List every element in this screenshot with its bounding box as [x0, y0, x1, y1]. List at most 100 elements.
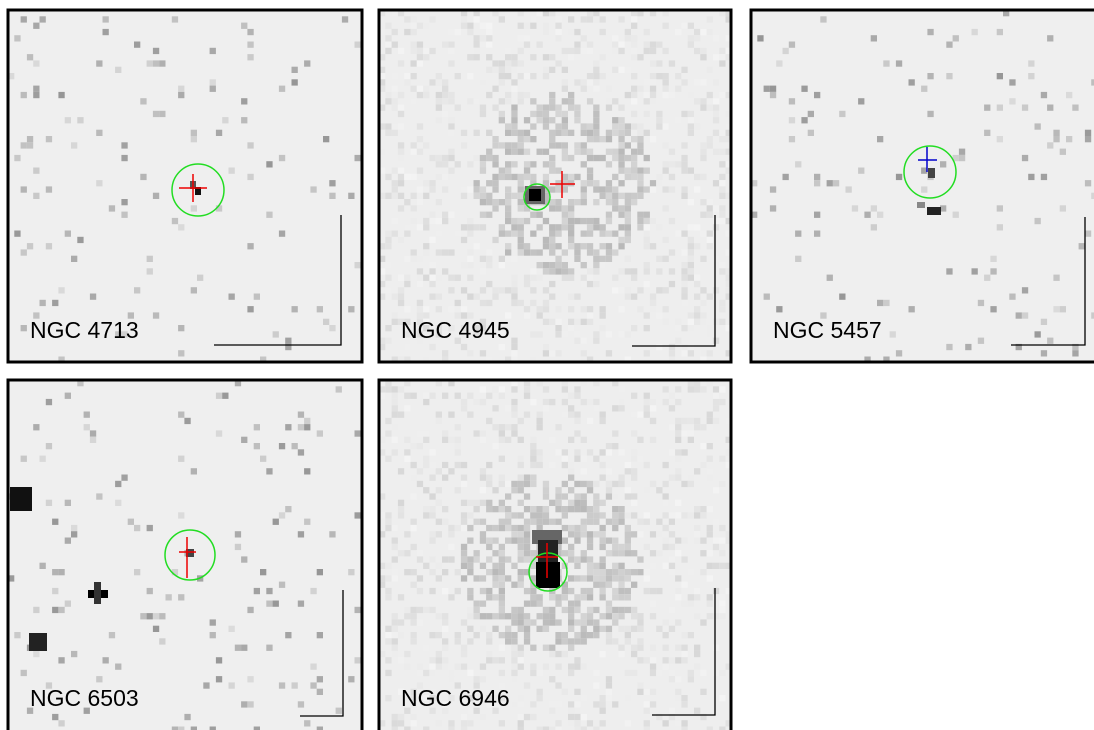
pixel	[581, 275, 587, 281]
pixel	[474, 193, 480, 199]
pixel	[700, 199, 706, 205]
pixel	[442, 619, 448, 625]
pixel	[877, 136, 883, 142]
pixel	[631, 86, 637, 92]
pixel	[675, 645, 681, 651]
pixel	[555, 186, 561, 192]
pixel	[681, 582, 687, 588]
pixel	[675, 456, 681, 462]
pixel	[694, 664, 700, 670]
pixel	[467, 638, 473, 644]
pixel	[650, 48, 656, 54]
pixel	[442, 161, 448, 167]
pixel	[719, 218, 725, 224]
pixel	[499, 607, 505, 613]
pixel	[663, 664, 669, 670]
pixel	[467, 412, 473, 418]
pixel	[637, 142, 643, 148]
pixel	[436, 563, 442, 569]
pixel	[631, 174, 637, 180]
pixel	[537, 601, 543, 607]
pixel	[694, 224, 700, 230]
pixel	[656, 626, 662, 632]
pixel	[593, 519, 599, 525]
pixel	[675, 386, 681, 392]
pixel	[442, 350, 448, 356]
pixel	[385, 123, 391, 129]
pixel	[537, 449, 543, 455]
pixel	[455, 29, 461, 35]
pixel	[688, 569, 694, 575]
pixel	[71, 531, 77, 537]
pixel	[593, 481, 599, 487]
pixel	[644, 405, 650, 411]
pixel	[625, 92, 631, 98]
pixel	[385, 193, 391, 199]
pixel	[524, 312, 530, 318]
pixel	[530, 708, 536, 714]
pixel	[310, 664, 316, 670]
pixel	[675, 550, 681, 556]
pixel	[612, 249, 618, 255]
pixel	[757, 35, 763, 41]
pixel	[524, 161, 530, 167]
pixel	[486, 300, 492, 306]
pixel	[385, 48, 391, 54]
pixel	[417, 619, 423, 625]
pixel	[795, 256, 801, 262]
pixel	[669, 569, 675, 575]
pixel	[562, 632, 568, 638]
pixel	[593, 86, 599, 92]
pixel	[530, 619, 536, 625]
pixel	[511, 105, 517, 111]
pixel	[505, 287, 511, 293]
pixel	[625, 462, 631, 468]
pixel	[103, 16, 109, 22]
pixel	[505, 525, 511, 531]
pixel	[442, 664, 448, 670]
pixel	[191, 468, 197, 474]
pixel	[398, 657, 404, 663]
pixel	[618, 506, 624, 512]
pixel	[486, 42, 492, 48]
pixel	[909, 79, 915, 85]
pixel	[543, 519, 549, 525]
pixel	[467, 525, 473, 531]
pixel	[549, 205, 555, 211]
pixel	[631, 670, 637, 676]
pixel	[461, 130, 467, 136]
pixel	[518, 575, 524, 581]
pixel	[46, 186, 52, 192]
pixel	[518, 142, 524, 148]
pixel	[385, 275, 391, 281]
pixel	[675, 437, 681, 443]
pixel	[675, 588, 681, 594]
pixel	[153, 613, 159, 619]
pixel	[499, 519, 505, 525]
pixel	[625, 331, 631, 337]
pixel	[518, 73, 524, 79]
pixel	[719, 695, 725, 701]
pixel	[14, 155, 20, 161]
pixel	[71, 142, 77, 148]
pixel	[650, 481, 656, 487]
pixel	[524, 531, 530, 537]
pixel	[656, 344, 662, 350]
pixel	[455, 300, 461, 306]
pixel	[442, 519, 448, 525]
pixel	[385, 626, 391, 632]
pixel	[568, 105, 574, 111]
pixel	[436, 657, 442, 663]
pixel	[461, 563, 467, 569]
pixel	[423, 645, 429, 651]
pixel	[612, 701, 618, 707]
pixel	[574, 701, 580, 707]
pixel	[562, 638, 568, 644]
pixel	[480, 519, 486, 525]
pixel	[581, 575, 587, 581]
pixel	[423, 23, 429, 29]
pixel	[656, 670, 662, 676]
pixel	[669, 344, 675, 350]
pixel	[631, 155, 637, 161]
pixel	[549, 594, 555, 600]
